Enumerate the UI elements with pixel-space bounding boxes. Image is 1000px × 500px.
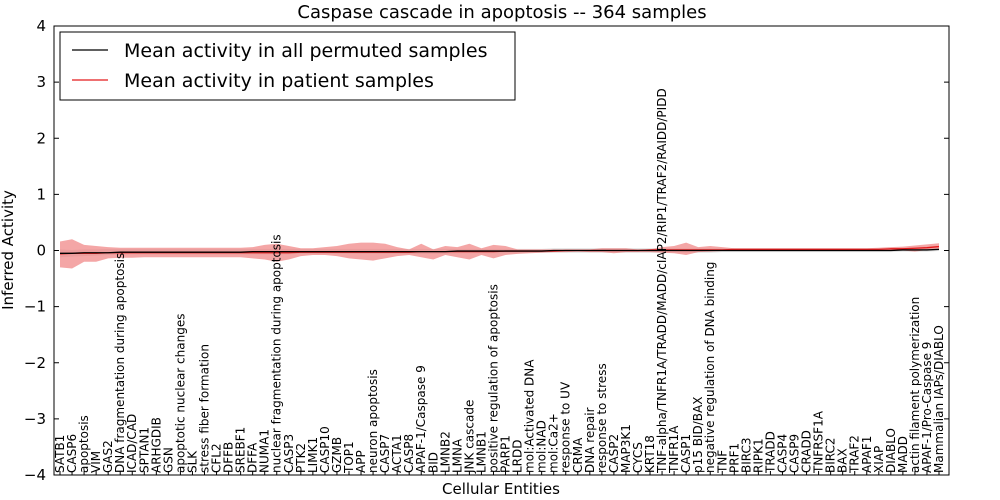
x-category-label: CASP8 — [402, 434, 416, 473]
x-category-label: VIM — [89, 451, 103, 473]
x-category-label: ACTA1 — [390, 434, 404, 473]
x-category-label: mol:Ca2+ — [547, 413, 561, 473]
x-category-label: BAX — [836, 448, 850, 473]
x-category-label: DNA repair — [583, 407, 597, 473]
x-category-label: SATB1 — [53, 435, 67, 473]
y-tick-label: −1 — [24, 298, 46, 316]
x-category-label: DNA fragmentation during apoptosis — [113, 253, 127, 473]
x-category-label: negative regulation of DNA binding — [703, 262, 717, 473]
series-line-permuted — [60, 248, 940, 254]
x-category-label: TNFR1A — [667, 425, 681, 474]
y-tick-label: −2 — [24, 354, 46, 372]
x-category-label: TNFRSF1A — [812, 410, 826, 474]
x-category-label: SREBF1 — [234, 427, 248, 473]
y-tick-label: 2 — [36, 129, 46, 147]
x-category-label: LIMK1 — [306, 437, 320, 473]
x-category-label: SPTAN1 — [137, 427, 151, 473]
x-category-label: RIPK1 — [751, 438, 765, 473]
x-category-label: CASP3 — [282, 434, 296, 473]
x-category-label: MAP3K1 — [619, 424, 633, 473]
x-category-label: CASP6 — [65, 434, 79, 473]
x-category-label: DFFB — [222, 442, 236, 473]
x-category-label: CFL2 — [210, 443, 224, 473]
x-category-label: ARHGDIB — [149, 417, 163, 473]
x-category-label: ICAD/CAD — [125, 414, 139, 473]
x-category-label: Mammalian IAPs/DIABLO — [932, 325, 946, 473]
x-category-label: CASP7 — [378, 434, 392, 473]
x-category-label: CYCS — [631, 442, 645, 473]
x-category-label: CRADD — [800, 430, 814, 473]
x-category-label: APAF-1/Pro-Caspase 9 — [920, 342, 934, 473]
x-category-label: CASP2 — [607, 434, 621, 473]
x-category-label: DFFA — [246, 442, 260, 473]
y-tick-label: 0 — [36, 242, 46, 260]
x-category-label: TNF — [715, 450, 729, 474]
x-category-label: nuclear fragmentation during apoptosis — [270, 234, 284, 473]
x-category-label: mol:Activated DNA — [523, 359, 537, 473]
x-category-label: TOP1 — [342, 441, 356, 474]
x-category-label: BIRC3 — [739, 437, 753, 473]
y-tick-label: 3 — [36, 73, 46, 91]
y-axis-title: Inferred Activity — [0, 190, 17, 310]
legend: Mean activity in all permuted samples Me… — [59, 31, 516, 101]
x-category-label: CASP4 — [775, 434, 789, 473]
x-category-label: BID — [426, 452, 440, 473]
y-tick-label: −3 — [24, 410, 46, 428]
x-category-label: LRDD — [511, 439, 525, 473]
x-category-label: response to stress — [595, 363, 609, 473]
y-tick-label: 1 — [36, 185, 46, 203]
x-category-label: GZMB — [330, 437, 344, 473]
x-category-label: CASP9 — [788, 434, 802, 473]
x-category-label: neuron apoptosis — [366, 369, 380, 473]
x-category-label: PTK2 — [294, 443, 308, 473]
confidence-bands — [60, 239, 939, 269]
x-category-label: TNF-alpha/TNFR1A/TRADD/MADD/cIAP2/RIP1/T… — [655, 88, 669, 474]
x-category-label: KRT18 — [643, 435, 657, 473]
x-category-label: p15 BID/BAX — [691, 397, 705, 473]
chart-title: Caspase cascade in apoptosis -- 364 samp… — [297, 2, 706, 23]
x-category-label: CASP1 — [679, 434, 693, 473]
band-patient — [60, 239, 939, 269]
x-category-label: apoptotic nuclear changes — [173, 314, 187, 473]
x-category-label: JNK cascade — [462, 400, 476, 474]
x-category-label: SLK — [185, 450, 199, 473]
x-category-label: PRF1 — [727, 443, 741, 473]
x-category-label: TRAF2 — [848, 435, 862, 474]
x-category-label: TRADD — [763, 431, 777, 474]
x-category-label: apoptosis — [77, 415, 91, 473]
x-category-label: LMNB2 — [438, 431, 452, 473]
legend-label-permuted: Mean activity in all permuted samples — [124, 40, 487, 62]
x-category-label: MADD — [896, 436, 910, 473]
legend-label-patient: Mean activity in patient samples — [124, 70, 434, 92]
x-category-label: APP — [354, 450, 368, 473]
series-lines — [59, 245, 940, 255]
y-axis: −4 −3 −2 −1 0 1 2 3 4 — [24, 17, 949, 484]
x-category-label: actin filament polymerization — [908, 297, 922, 473]
x-category-label: GSN — [161, 447, 175, 473]
y-tick-label: −4 — [24, 466, 46, 484]
y-tick-label: 4 — [36, 17, 46, 35]
x-category-label: mol:NAD — [535, 420, 549, 473]
legend-box — [59, 31, 516, 101]
x-category-label: response to UV — [559, 381, 573, 473]
x-category-label: LMNB1 — [474, 431, 488, 473]
x-category-label: NUMA1 — [258, 429, 272, 473]
x-category-label: PARP1 — [499, 435, 513, 473]
x-category-label: stress fiber formation — [197, 344, 211, 473]
x-category-label: XIAP — [872, 446, 886, 473]
x-category-label: GAS2 — [101, 440, 115, 473]
x-category-label: CASP10 — [318, 426, 332, 473]
x-category-label: positive regulation of apoptosis — [486, 284, 500, 473]
x-category-label: APAF-1/Caspase 9 — [414, 365, 428, 473]
x-category-label: BIRC2 — [824, 437, 838, 473]
x-category-label: LMNA — [450, 438, 464, 473]
x-axis-title: Cellular Entities — [442, 480, 560, 498]
x-category-label: DIABLO — [884, 428, 898, 473]
x-category-label: CRMA — [571, 437, 585, 473]
x-category-label: APAF1 — [860, 436, 874, 473]
